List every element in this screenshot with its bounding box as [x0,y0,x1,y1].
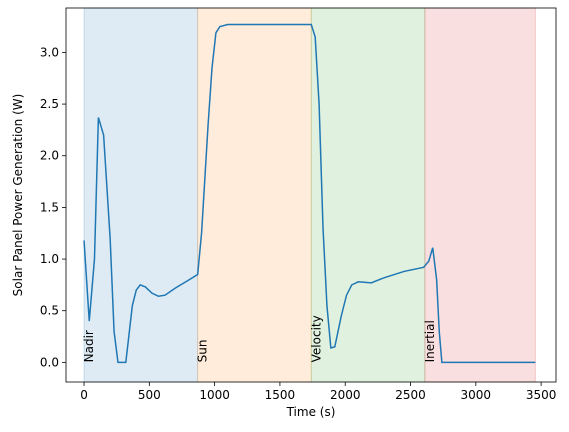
x-tick-label: 2000 [330,388,361,402]
y-tick-label: 0.0 [40,355,59,369]
x-axis-label: Time (s) [286,405,336,419]
y-tick-label: 1.5 [40,200,59,214]
y-axis-label: Solar Panel Power Generation (W) [11,94,25,297]
x-tick-label: 0 [80,388,88,402]
x-tick-label: 3500 [526,388,557,402]
y-tick-label: 2.5 [40,97,59,111]
y-tick-label: 3.0 [40,45,59,59]
region [310,7,426,383]
region-label: Nadir [82,330,96,362]
region-label: Velocity [309,315,323,362]
x-tick-label: 2500 [395,388,426,402]
x-tick-label: 1500 [265,388,296,402]
region [197,7,312,383]
region-label: Sun [196,340,210,363]
region [424,7,536,383]
y-tick-label: 0.5 [40,304,59,318]
y-tick-label: 1.0 [40,252,59,266]
x-tick-label: 3000 [461,388,492,402]
data-line [83,23,536,364]
x-tick-label: 1000 [199,388,230,402]
y-tick-label: 2.0 [40,149,59,163]
plot-frame [65,7,557,383]
region-label: Inertial [423,320,437,362]
region [83,7,199,383]
x-tick-label: 500 [138,388,161,402]
